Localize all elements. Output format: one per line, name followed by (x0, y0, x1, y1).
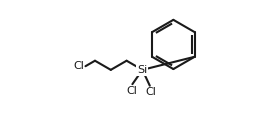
Text: Cl: Cl (73, 61, 84, 71)
Text: Cl: Cl (126, 86, 137, 96)
Text: Si: Si (137, 65, 147, 75)
Text: Cl: Cl (145, 87, 156, 97)
